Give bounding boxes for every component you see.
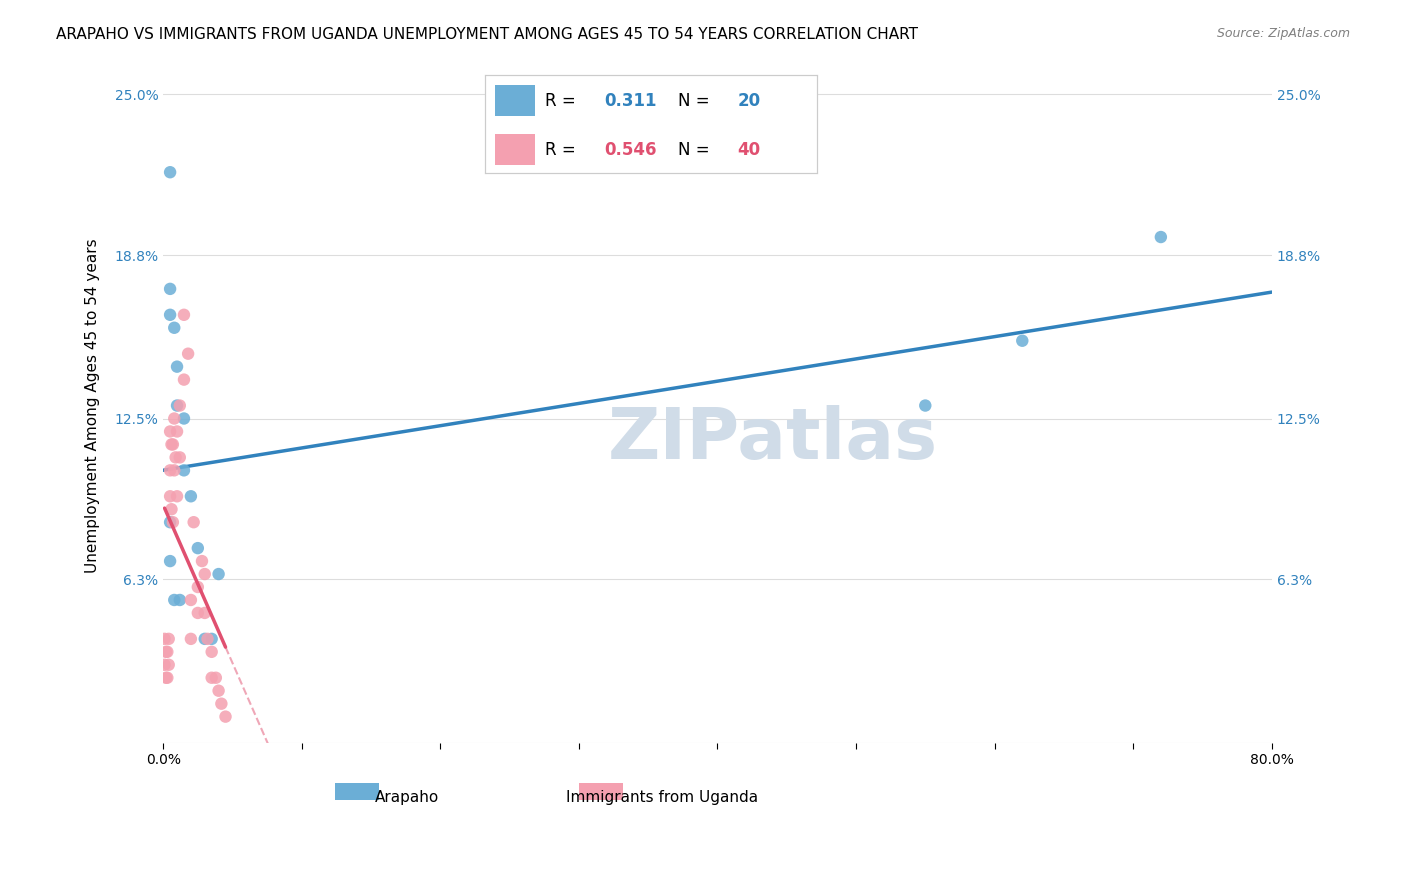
Point xyxy=(201,632,224,646)
Point xyxy=(157,632,180,646)
Point xyxy=(156,645,179,659)
Point xyxy=(165,450,187,465)
Point xyxy=(163,411,186,425)
Point xyxy=(159,554,181,568)
Point xyxy=(180,632,202,646)
Point xyxy=(183,515,205,529)
Point xyxy=(159,425,181,439)
Point xyxy=(194,632,217,646)
Point xyxy=(207,567,229,582)
Point xyxy=(155,671,177,685)
Point xyxy=(159,165,181,179)
Point xyxy=(914,399,936,413)
Point xyxy=(153,632,176,646)
Bar xyxy=(579,783,623,800)
Point xyxy=(173,463,195,477)
Point xyxy=(207,683,229,698)
Point xyxy=(173,308,195,322)
Point xyxy=(201,645,224,659)
Point xyxy=(160,437,183,451)
Text: ZIPatlas: ZIPatlas xyxy=(607,405,938,474)
Point xyxy=(157,657,180,672)
Point xyxy=(163,320,186,334)
Point xyxy=(163,593,186,607)
Point xyxy=(162,515,184,529)
Point xyxy=(166,489,188,503)
Point xyxy=(160,502,183,516)
Point xyxy=(180,489,202,503)
Point xyxy=(180,593,202,607)
Point xyxy=(163,463,186,477)
Point xyxy=(173,411,195,425)
Point xyxy=(159,282,181,296)
Point xyxy=(205,671,228,685)
Point xyxy=(214,709,236,723)
Text: ARAPAHO VS IMMIGRANTS FROM UGANDA UNEMPLOYMENT AMONG AGES 45 TO 54 YEARS CORRELA: ARAPAHO VS IMMIGRANTS FROM UGANDA UNEMPL… xyxy=(56,27,918,42)
Point xyxy=(1150,230,1173,244)
Point xyxy=(194,606,217,620)
Point xyxy=(187,606,209,620)
Point xyxy=(187,580,209,594)
Y-axis label: Unemployment Among Ages 45 to 54 years: Unemployment Among Ages 45 to 54 years xyxy=(86,238,100,573)
Point xyxy=(191,554,214,568)
Point xyxy=(156,671,179,685)
Point xyxy=(1011,334,1033,348)
Point xyxy=(169,399,191,413)
Point xyxy=(209,697,232,711)
Point xyxy=(155,645,177,659)
Point xyxy=(169,450,191,465)
Point xyxy=(159,515,181,529)
Point xyxy=(169,593,191,607)
Point xyxy=(166,359,188,374)
Point xyxy=(194,567,217,582)
Point xyxy=(166,399,188,413)
Text: Source: ZipAtlas.com: Source: ZipAtlas.com xyxy=(1216,27,1350,40)
Point xyxy=(177,347,200,361)
Point xyxy=(197,632,219,646)
Text: Arapaho: Arapaho xyxy=(375,789,439,805)
Point xyxy=(159,489,181,503)
Point xyxy=(166,425,188,439)
Bar xyxy=(335,783,380,800)
Point xyxy=(201,671,224,685)
Point xyxy=(173,373,195,387)
Text: Immigrants from Uganda: Immigrants from Uganda xyxy=(567,789,758,805)
Point xyxy=(159,463,181,477)
Point xyxy=(162,437,184,451)
Point xyxy=(159,308,181,322)
Point xyxy=(187,541,209,555)
Point xyxy=(153,657,176,672)
